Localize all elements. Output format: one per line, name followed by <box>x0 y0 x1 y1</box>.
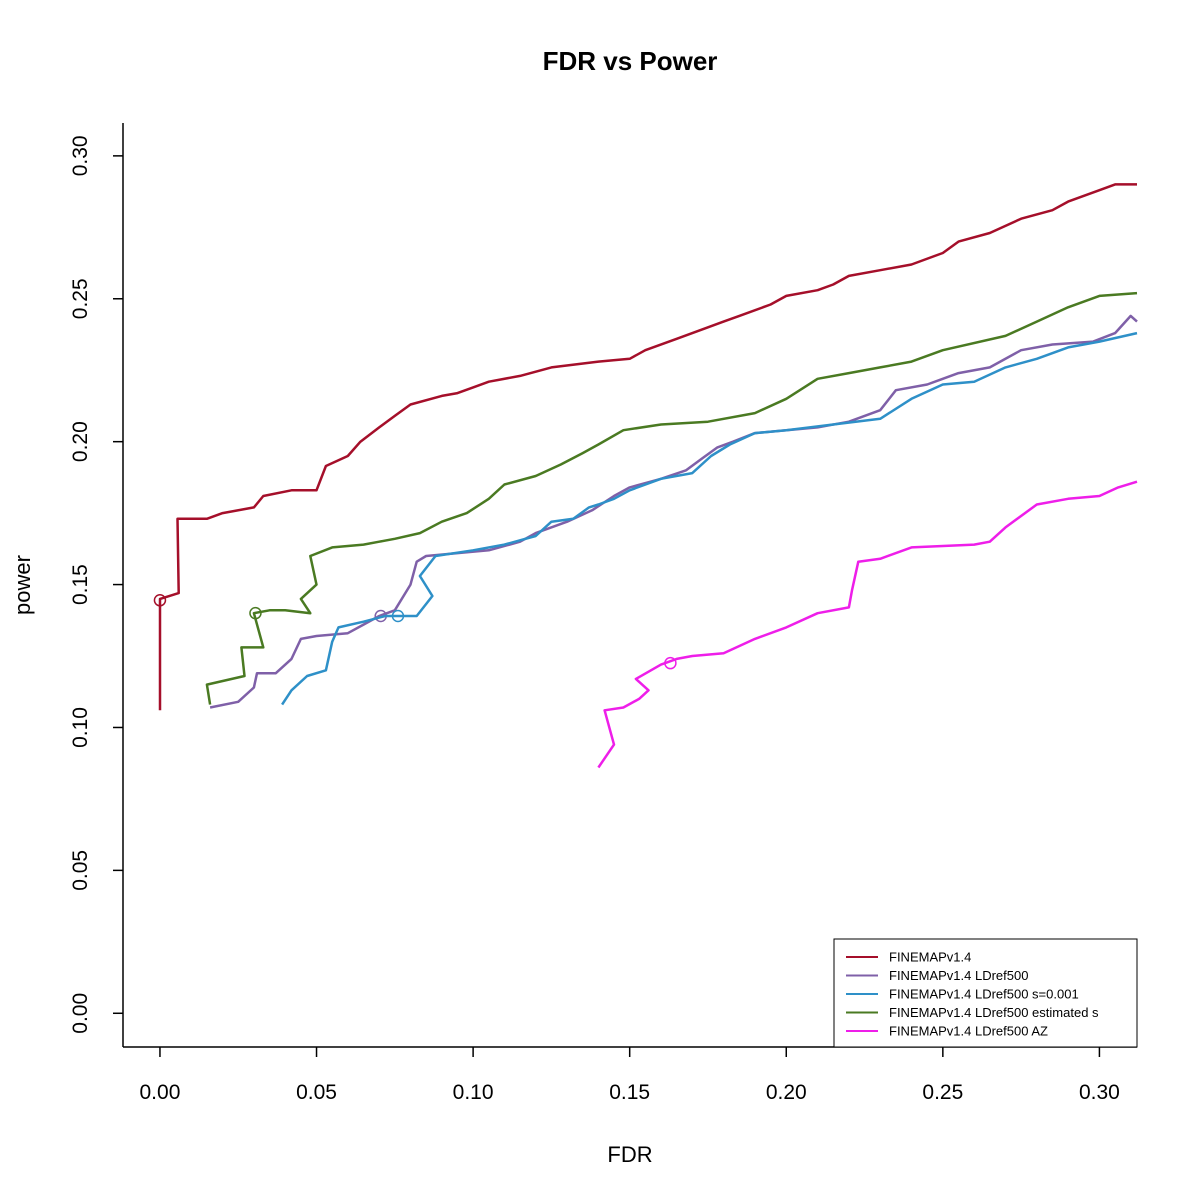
y-tick-label: 0.10 <box>69 707 92 748</box>
legend: FINEMAPv1.4 FINEMAPv1.4 LDref500 FINEMAPv1… <box>833 938 1138 1048</box>
series-line <box>205 291 1138 705</box>
y-tick-label: 0.00 <box>69 993 92 1034</box>
series-marker <box>391 609 405 623</box>
y-tick-label: 0.20 <box>69 421 92 462</box>
y-axis-ticks: 0.00 0.05 0.10 0.15 0.20 0.25 0.30 <box>69 135 123 1034</box>
legend-entry: FINEMAPv1.4 LDref500 AZ <box>889 1024 1048 1039</box>
series-line <box>158 183 1137 711</box>
series-marker <box>153 594 167 607</box>
series-lines <box>153 183 1138 769</box>
x-tick-label: 0.05 <box>296 1081 337 1104</box>
y-tick-label: 0.25 <box>69 278 92 319</box>
chart-title: FDR vs Power <box>543 46 718 76</box>
series-line <box>209 314 1138 709</box>
series-marker <box>664 656 677 670</box>
x-axis-label: FDR <box>607 1142 652 1167</box>
series-marker <box>249 606 262 620</box>
x-tick-label: 0.20 <box>766 1081 807 1104</box>
x-tick-label: 0.10 <box>453 1081 494 1104</box>
legend-box <box>833 938 1138 1048</box>
y-tick-label: 0.15 <box>69 564 92 605</box>
series-line <box>281 331 1138 706</box>
x-axis-ticks: 0.00 0.05 0.10 0.15 0.20 0.25 0.30 <box>140 1047 1120 1104</box>
legend-entry: FINEMAPv1.4 LDref500 <box>889 968 1028 983</box>
x-tick-label: 0.15 <box>609 1081 650 1104</box>
x-tick-label: 0.30 <box>1079 1081 1120 1104</box>
series-line <box>597 480 1138 769</box>
y-axis-label: power <box>10 555 35 615</box>
legend-entry: FINEMAPv1.4 <box>889 950 971 965</box>
y-tick-label: 0.30 <box>69 135 92 176</box>
x-tick-label: 0.00 <box>140 1081 181 1104</box>
y-tick-label: 0.05 <box>69 850 92 891</box>
legend-entry: FINEMAPv1.4 LDref500 estimated s <box>889 1005 1099 1020</box>
x-tick-label: 0.25 <box>922 1081 963 1104</box>
legend-entry: FINEMAPv1.4 LDref500 s=0.001 <box>889 987 1079 1002</box>
